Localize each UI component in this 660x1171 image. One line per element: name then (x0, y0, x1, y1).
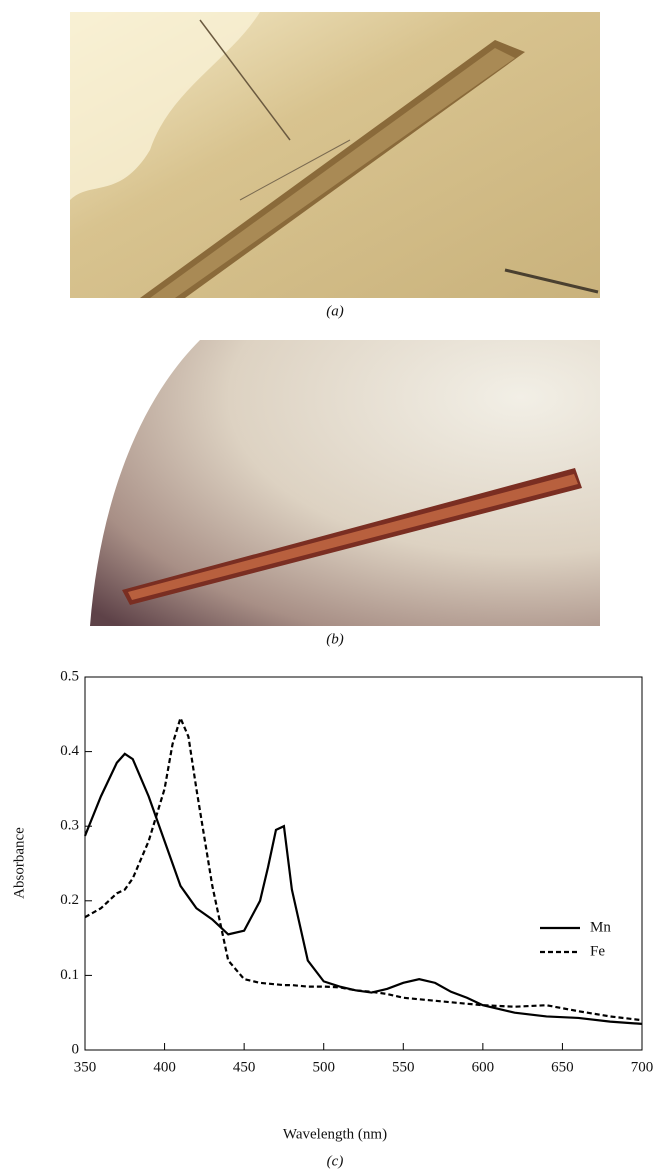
series-line (85, 754, 642, 1024)
y-tick-label: 0.3 (60, 818, 79, 834)
x-tick-label: 700 (631, 1059, 654, 1075)
x-tick-label: 600 (472, 1059, 495, 1075)
y-axis-label: Absorbance (11, 827, 27, 899)
chart-caption: (c) (327, 1153, 344, 1169)
x-axis-label: Wavelength (nm) (283, 1126, 387, 1142)
y-tick-label: 0.5 (60, 668, 79, 684)
legend-label: Fe (590, 943, 605, 959)
y-tick-label: 0.1 (60, 967, 79, 983)
x-tick-label: 450 (233, 1059, 256, 1075)
y-tick-label: 0.4 (60, 743, 79, 759)
panel-label: (a) (326, 303, 344, 319)
x-tick-label: 400 (153, 1059, 176, 1075)
legend-label: Mn (590, 919, 611, 935)
y-tick-label: 0.2 (60, 892, 79, 908)
series-line (85, 718, 642, 1020)
x-tick-label: 500 (312, 1059, 335, 1075)
x-tick-label: 350 (74, 1059, 97, 1075)
x-tick-label: 550 (392, 1059, 415, 1075)
plot-frame (85, 677, 642, 1050)
x-tick-label: 650 (551, 1059, 574, 1075)
panel-label: (b) (326, 631, 344, 647)
figure: (a) (b) Wavelength (nm) Absorbance (c) 0… (0, 0, 660, 1171)
photo-a (70, 12, 600, 298)
photo-b (70, 340, 600, 626)
y-tick-label: 0 (72, 1041, 80, 1057)
